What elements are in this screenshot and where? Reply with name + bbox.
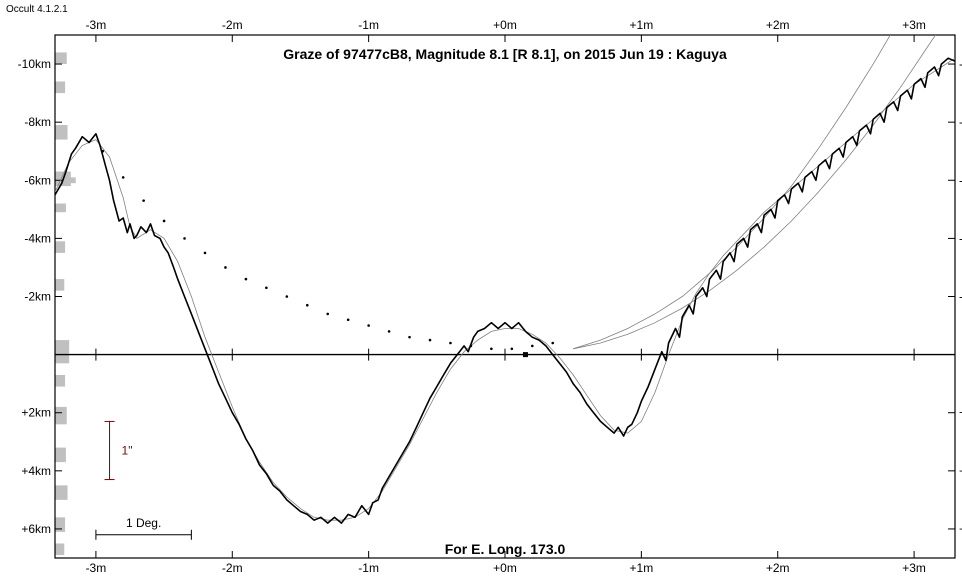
left-band <box>55 125 68 140</box>
left-band <box>55 204 66 213</box>
x-tick-bot: -1m <box>358 561 379 575</box>
y-tick-left: -10km <box>18 57 51 71</box>
x-tick-bot: +0m <box>493 561 517 575</box>
dotted-point <box>449 342 452 345</box>
x-tick-top: +0m <box>493 18 517 32</box>
x-tick-bot: -3m <box>86 561 107 575</box>
left-band <box>55 517 65 532</box>
rough-profile <box>55 58 955 523</box>
x-tick-top: -2m <box>222 18 243 32</box>
app-version: Occult 4.1.2.1 <box>6 4 68 15</box>
left-band <box>55 448 66 463</box>
chart-subtitle: For E. Long. 173.0 <box>445 541 566 557</box>
left-band <box>55 81 65 93</box>
dotted-point <box>490 348 493 351</box>
left-band <box>55 485 68 500</box>
y-tick-left: -8km <box>24 115 51 129</box>
y-tick-left: +6km <box>21 522 51 536</box>
x-tick-top: +1m <box>630 18 654 32</box>
x-tick-bot: +3m <box>902 561 926 575</box>
dotted-point <box>347 318 350 321</box>
chart-title: Graze of 97477cB8, Magnitude 8.1 [R 8.1]… <box>283 46 727 62</box>
x-tick-bot: +1m <box>630 561 654 575</box>
dotted-point <box>388 330 391 333</box>
dotted-point <box>163 220 166 223</box>
dotted-point <box>286 295 289 298</box>
dotted-point <box>326 313 329 316</box>
y-tick-left: +2km <box>21 406 51 420</box>
left-band <box>55 241 65 253</box>
left-band <box>55 407 67 424</box>
y-tick-left: +4km <box>21 464 51 478</box>
dotted-point <box>224 266 227 269</box>
plot-frame <box>55 35 955 558</box>
x-tick-top: -3m <box>86 18 107 32</box>
left-band <box>55 279 64 291</box>
x-tick-top: -1m <box>358 18 379 32</box>
x-tick-bot: +2m <box>766 561 790 575</box>
dotted-point <box>367 324 370 327</box>
dotted-point <box>531 345 534 348</box>
dotted-point <box>429 339 432 342</box>
dotted-point <box>551 342 554 345</box>
left-band <box>55 52 67 64</box>
left-band <box>55 340 69 363</box>
x-tick-top: +2m <box>766 18 790 32</box>
dotted-point <box>306 304 309 307</box>
dotted-point <box>511 348 514 351</box>
y-tick-left: -2km <box>24 290 51 304</box>
graze-chart: -3m -3m -2m -2m -1m -1m +0m +0m +1m +1m +2m +2m +3m +… <box>0 0 962 583</box>
dotted-point <box>122 176 125 179</box>
dotted-point <box>265 286 268 289</box>
left-band <box>55 543 64 555</box>
dotted-point <box>245 278 248 281</box>
deg-scale-label: 1 Deg. <box>126 516 161 530</box>
dotted-point <box>204 252 207 255</box>
y-tick-left: -4km <box>24 231 51 245</box>
x-tick-top: +3m <box>902 18 926 32</box>
dotted-point <box>408 336 411 339</box>
arcsec-scale-label: 1" <box>122 443 133 457</box>
smooth-profile <box>55 58 955 520</box>
center-marker <box>523 352 528 357</box>
y-tick-left: -6km <box>24 173 51 187</box>
x-tick-bot: -2m <box>222 561 243 575</box>
dotted-point <box>183 237 186 240</box>
dotted-point <box>142 199 145 202</box>
left-band <box>55 375 65 387</box>
